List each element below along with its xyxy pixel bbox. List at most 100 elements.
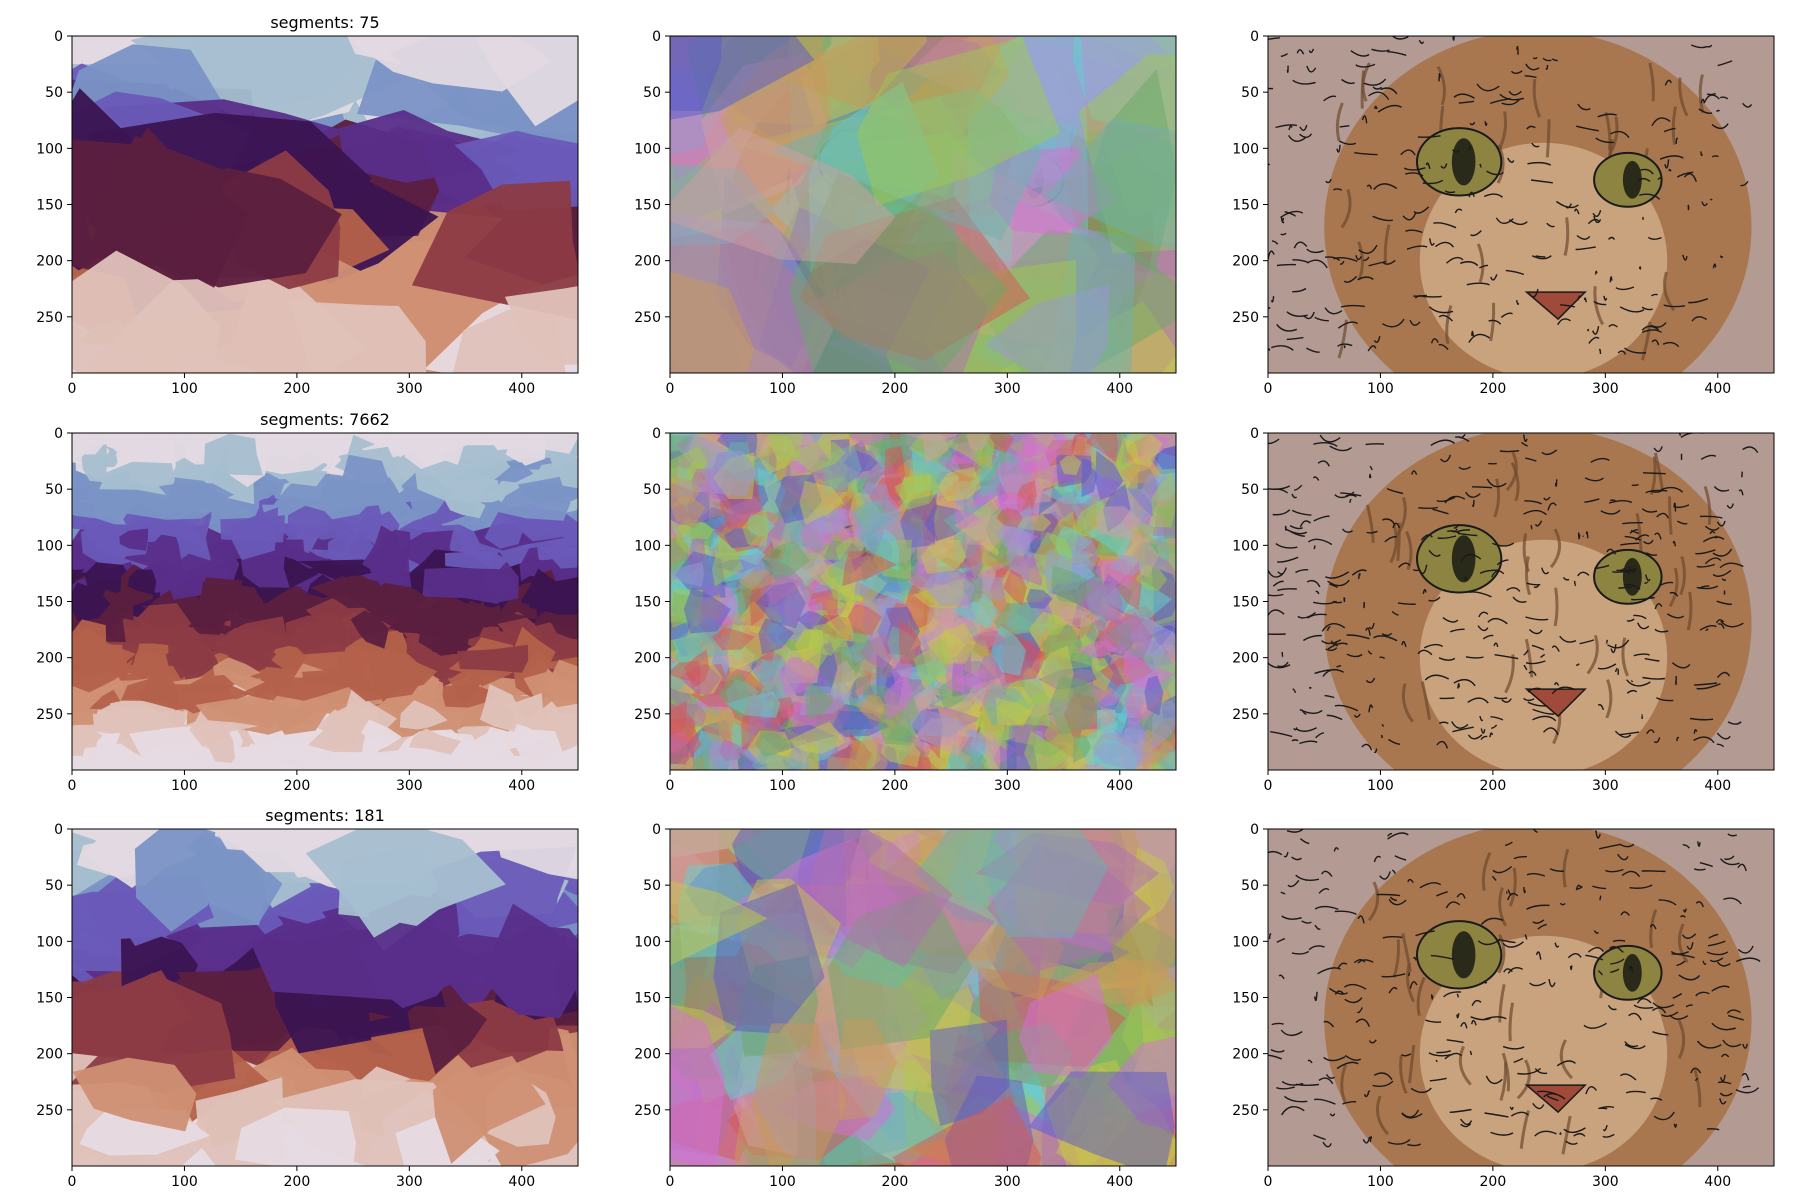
segment-boundary xyxy=(1381,724,1385,727)
segment-boundary xyxy=(1710,198,1713,201)
segment-boundary xyxy=(1490,1131,1514,1136)
segment-boundary xyxy=(1653,446,1663,453)
segment-boundary xyxy=(1398,562,1411,568)
segment-boundary xyxy=(1333,188,1343,191)
segment xyxy=(430,597,484,642)
segment-overlay xyxy=(923,565,975,607)
segment-boundary xyxy=(1695,991,1710,997)
segment-boundary xyxy=(1593,300,1607,306)
segment-boundary xyxy=(1306,347,1320,353)
segment-boundary xyxy=(1493,696,1508,700)
y-tick-label: 150 xyxy=(36,595,63,611)
segment-boundary xyxy=(1642,472,1666,475)
segment-boundary xyxy=(1374,105,1378,110)
segment-boundary xyxy=(1428,596,1441,602)
segment-boundary xyxy=(1476,83,1500,92)
segment-boundary xyxy=(1387,832,1409,840)
segment-boundary xyxy=(1707,940,1726,947)
segment-boundary xyxy=(1400,149,1416,156)
segment-overlay xyxy=(938,466,982,502)
segment-boundary xyxy=(1672,540,1677,547)
segment-overlay xyxy=(718,738,746,762)
segment-boundary xyxy=(1381,734,1384,739)
segment-boundary xyxy=(1418,39,1425,45)
segment-overlay xyxy=(670,127,896,264)
segment-overlay xyxy=(995,697,1033,725)
segment-boundary xyxy=(1654,628,1669,633)
segment-boundary xyxy=(1554,479,1558,487)
segment-boundary xyxy=(1741,471,1743,478)
segment-boundary xyxy=(1610,968,1620,973)
segment-boundary xyxy=(1682,908,1687,913)
segment-boundary xyxy=(1479,715,1484,722)
x-tick-label: 100 xyxy=(769,1174,796,1190)
segment-overlay xyxy=(894,472,941,510)
segment-boundary xyxy=(1369,465,1373,471)
cat-stripe xyxy=(1383,224,1391,263)
cat-nose xyxy=(1524,688,1587,718)
segment-boundary xyxy=(1500,312,1513,318)
y-tick-label: 0 xyxy=(1250,29,1259,45)
segment-boundary xyxy=(1468,591,1492,598)
y-tick-label: 250 xyxy=(1232,1103,1259,1119)
segment-boundary xyxy=(1565,1140,1578,1145)
segment-boundary xyxy=(1343,275,1358,283)
segment-boundary xyxy=(1392,522,1401,529)
cat-stripe xyxy=(1476,243,1485,283)
segment xyxy=(411,180,578,320)
segment-boundary xyxy=(1277,661,1289,668)
cat-stripe xyxy=(1489,302,1496,342)
segment-boundary xyxy=(1444,190,1456,194)
segment-boundary xyxy=(1639,168,1654,175)
x-tick-label: 400 xyxy=(508,381,535,397)
segment-boundary xyxy=(1284,527,1308,535)
segment-boundary xyxy=(1401,1053,1412,1057)
segment-overlay xyxy=(755,728,794,757)
segment-overlay xyxy=(892,1096,1042,1166)
segment-boundary xyxy=(1280,891,1286,895)
y-tick-label: 250 xyxy=(634,707,661,723)
segment xyxy=(444,551,509,570)
segment-boundary xyxy=(1610,130,1630,139)
x-tick-label: 400 xyxy=(1704,1174,1731,1190)
segment-boundary xyxy=(1283,851,1289,858)
segment-boundary xyxy=(1484,981,1488,984)
segment-overlay xyxy=(1151,471,1176,528)
panel-image xyxy=(72,433,578,770)
segment-boundary xyxy=(1716,732,1731,740)
segment-boundary xyxy=(1542,727,1559,736)
cat-stripe xyxy=(1481,851,1492,891)
x-tick-label: 400 xyxy=(508,778,535,794)
segment-boundary xyxy=(1713,486,1730,492)
segment-overlay xyxy=(984,284,1110,373)
segment-overlay xyxy=(1095,450,1124,500)
segment-boundary xyxy=(1361,115,1368,124)
cat-stripe xyxy=(1586,634,1599,675)
segment-boundary xyxy=(1598,1106,1615,1110)
segment-boundary xyxy=(1460,1123,1472,1128)
segment-boundary xyxy=(1742,1085,1751,1089)
cat-pupil xyxy=(1451,138,1476,186)
segment-boundary xyxy=(1517,1067,1542,1075)
segment-boundary xyxy=(1363,78,1387,86)
segment-boundary xyxy=(1432,508,1449,515)
segment-boundary xyxy=(1622,521,1643,525)
segment-overlay xyxy=(1003,569,1027,606)
segment-boundary xyxy=(1321,639,1342,645)
segment-boundary xyxy=(1472,486,1493,489)
panel-image xyxy=(72,36,578,373)
segment-boundary xyxy=(1614,730,1632,738)
segment-boundary xyxy=(1720,1074,1726,1082)
segment-boundary xyxy=(1587,328,1590,332)
segment-boundary xyxy=(1545,64,1549,70)
segment-boundary xyxy=(1382,259,1396,265)
segment-boundary xyxy=(1366,530,1378,534)
segment-boundary xyxy=(1488,319,1502,325)
segment-boundary xyxy=(1276,1086,1295,1090)
segment-boundary xyxy=(1645,552,1658,556)
segment-boundary xyxy=(1534,1130,1557,1137)
y-tick-label: 150 xyxy=(1232,595,1259,611)
segment-boundary xyxy=(1292,287,1307,293)
segment-boundary xyxy=(1651,339,1660,346)
x-tick-label: 100 xyxy=(171,778,198,794)
